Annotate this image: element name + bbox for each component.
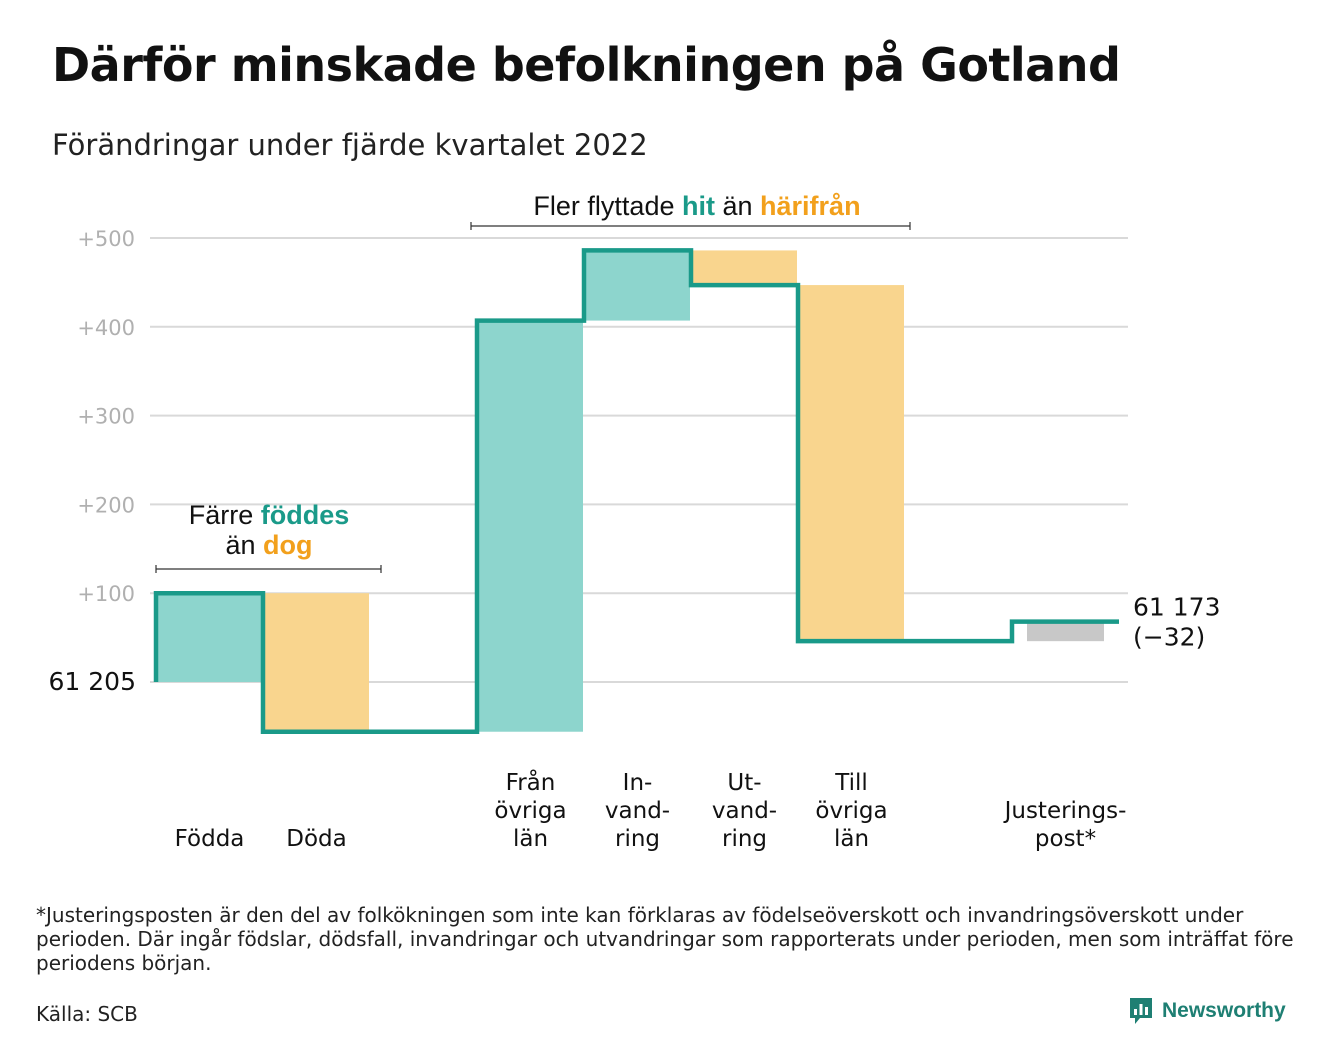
end-change-label: (−32): [1133, 623, 1205, 652]
category-label: Justerings-: [1003, 798, 1127, 824]
category-label: In-: [623, 770, 653, 796]
category-label: Döda: [286, 826, 346, 852]
y-tick-label: +100: [77, 582, 135, 606]
category-label: Från: [506, 768, 556, 796]
bar-adjust: [1027, 621, 1104, 642]
bar-out: [692, 250, 797, 286]
y-axis-ticks: +100 +200 +300 +400 +500: [77, 227, 135, 606]
start-end-labels: 61 205 61 173(−32): [49, 593, 1221, 696]
category-label: Födda: [175, 826, 245, 852]
category-label: övriga: [494, 798, 566, 824]
footnote: *Justeringsposten är den del av folkökni…: [36, 903, 1294, 975]
bar-out: [799, 285, 904, 642]
bar-in: [157, 593, 262, 682]
running-total-path: [153, 248, 1119, 734]
chart-subtitle: Förändringar under fjärde kvartalet 2022: [52, 128, 648, 162]
annotation-migration: Fler flyttade hit än härifrån: [533, 191, 860, 221]
bar-in: [478, 320, 583, 732]
chart-title: Därför minskade befolkningen på Gotland: [52, 38, 1121, 92]
bar-in: [585, 250, 690, 321]
y-tick-label: +200: [77, 493, 135, 517]
y-tick-label: +400: [77, 316, 135, 340]
category-label: Ut-: [727, 770, 761, 796]
category-label: post*: [1035, 826, 1096, 852]
newsworthy-logo-icon: [1130, 998, 1152, 1024]
source-note: Källa: SCB: [36, 1002, 138, 1026]
category-label: Till: [834, 770, 868, 796]
annotation-births-deaths: än dog: [225, 530, 312, 560]
brand-name: Newsworthy: [1162, 999, 1286, 1022]
waterfall-chart: +100+200+300+400+500 Födda DödaFrånövriga…: [49, 191, 1221, 852]
brand[interactable]: Newsworthy: [1128, 996, 1286, 1026]
category-label: vand-: [605, 798, 670, 824]
category-label: övriga: [815, 798, 887, 824]
start-value-label: 61 205: [49, 667, 136, 696]
category-label: ring: [722, 826, 767, 852]
category-label: län: [834, 826, 869, 852]
end-value-label: 61 173: [1133, 593, 1220, 622]
category-label: ring: [615, 826, 660, 852]
category-label: vand-: [712, 798, 777, 824]
y-tick-label: +300: [77, 405, 135, 429]
category-label: län: [513, 826, 548, 852]
bars: [157, 250, 1104, 732]
annotation-births-deaths: Färre föddes: [189, 500, 350, 530]
y-tick-label: +500: [77, 227, 135, 251]
category-labels: Födda DödaFrånövrigalänIn-vand-ringUt-van…: [175, 768, 1127, 852]
bar-out: [264, 593, 369, 732]
running-total-line: [153, 248, 1119, 734]
